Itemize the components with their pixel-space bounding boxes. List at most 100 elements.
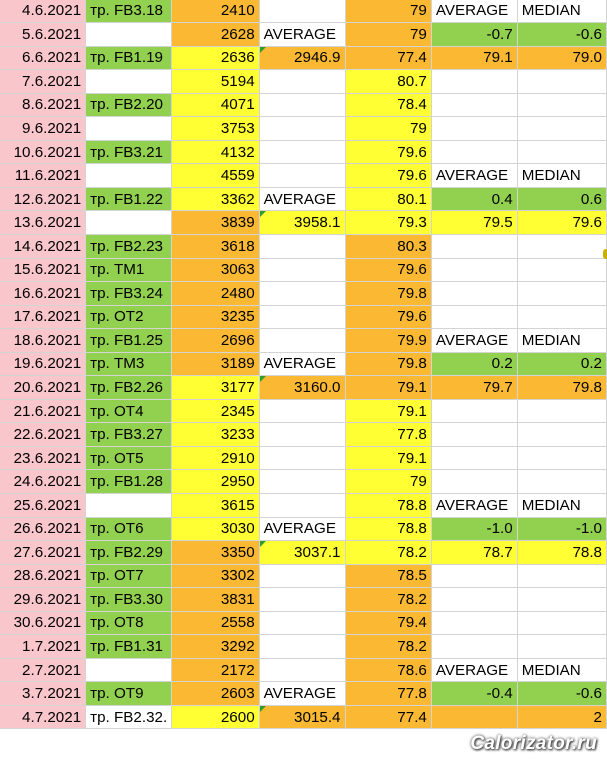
cell-workout[interactable]: тр. FB1.31 <box>85 634 173 659</box>
cell-date[interactable]: 28.6.2021 <box>0 564 87 589</box>
cell-workout[interactable]: тр. FB3.21 <box>85 140 173 165</box>
cell-calories-average[interactable] <box>259 281 346 306</box>
cell-weight-stat-1[interactable]: 79.1 <box>431 46 518 71</box>
cell-date[interactable]: 18.6.2021 <box>0 328 87 353</box>
cell-calories-average[interactable] <box>259 116 346 141</box>
cell-weight-stat-1[interactable] <box>431 69 518 94</box>
cell-calories[interactable]: 3063 <box>171 258 260 283</box>
cell-weight[interactable]: 78.2 <box>345 540 432 565</box>
cell-calories-average[interactable] <box>259 328 346 353</box>
cell-weight[interactable]: 79.1 <box>345 399 432 424</box>
cell-weight-stat-1[interactable]: 0.4 <box>431 187 518 212</box>
cell-weight[interactable]: 79.3 <box>345 210 432 235</box>
cell-weight[interactable]: 77.8 <box>345 681 432 706</box>
cell-workout[interactable] <box>85 493 173 518</box>
cell-weight-stat-1[interactable] <box>431 469 518 494</box>
cell-weight-stat-2[interactable] <box>517 469 607 494</box>
cell-weight[interactable]: 79.4 <box>345 611 432 636</box>
cell-workout[interactable]: тр. FB3.30 <box>85 587 173 612</box>
cell-weight-stat-1[interactable]: AVERAGE <box>431 493 518 518</box>
cell-weight[interactable]: 77.8 <box>345 422 432 447</box>
cell-calories[interactable]: 4559 <box>171 163 260 188</box>
cell-calories-average[interactable] <box>259 446 346 471</box>
cell-date[interactable]: 20.6.2021 <box>0 375 87 400</box>
cell-weight-stat-1[interactable]: 79.7 <box>431 375 518 400</box>
cell-calories[interactable]: 3189 <box>171 352 260 377</box>
cell-date[interactable]: 9.6.2021 <box>0 116 87 141</box>
cell-calories[interactable]: 2910 <box>171 446 260 471</box>
cell-calories-average[interactable]: 3958.1 <box>259 210 346 235</box>
cell-date[interactable]: 21.6.2021 <box>0 399 87 424</box>
cell-weight[interactable]: 79 <box>345 469 432 494</box>
cell-calories[interactable]: 2636 <box>171 46 260 71</box>
cell-weight-stat-2[interactable]: 79.0 <box>517 46 607 71</box>
cell-weight[interactable]: 79.6 <box>345 258 432 283</box>
cell-weight[interactable]: 80.7 <box>345 69 432 94</box>
cell-workout[interactable]: тр. FB1.19 <box>85 46 173 71</box>
cell-weight[interactable]: 78.2 <box>345 587 432 612</box>
cell-weight-stat-1[interactable] <box>431 305 518 330</box>
cell-weight[interactable]: 78.4 <box>345 93 432 118</box>
cell-weight[interactable]: 78.6 <box>345 658 432 683</box>
cell-date[interactable]: 3.7.2021 <box>0 681 87 706</box>
cell-weight-stat-1[interactable] <box>431 140 518 165</box>
cell-weight-stat-2[interactable]: MEDIAN <box>517 493 607 518</box>
cell-weight[interactable]: 79 <box>345 116 432 141</box>
cell-weight-stat-2[interactable] <box>517 93 607 118</box>
cell-date[interactable]: 24.6.2021 <box>0 469 87 494</box>
cell-calories[interactable]: 5194 <box>171 69 260 94</box>
cell-workout[interactable] <box>85 163 173 188</box>
cell-calories-average[interactable] <box>259 634 346 659</box>
cell-date[interactable]: 16.6.2021 <box>0 281 87 306</box>
cell-date[interactable]: 5.6.2021 <box>0 22 87 47</box>
cell-weight-stat-2[interactable] <box>517 422 607 447</box>
cell-weight-stat-2[interactable] <box>517 634 607 659</box>
cell-weight-stat-1[interactable] <box>431 258 518 283</box>
cell-calories[interactable]: 2480 <box>171 281 260 306</box>
cell-calories-average[interactable] <box>259 234 346 259</box>
cell-weight[interactable]: 78.2 <box>345 634 432 659</box>
cell-calories-average[interactable]: AVERAGE <box>259 187 346 212</box>
cell-weight-stat-2[interactable]: 79.6 <box>517 210 607 235</box>
cell-weight-stat-2[interactable] <box>517 140 607 165</box>
cell-calories-average[interactable]: AVERAGE <box>259 681 346 706</box>
cell-calories-average[interactable] <box>259 564 346 589</box>
cell-weight-stat-1[interactable] <box>431 116 518 141</box>
cell-calories[interactable]: 4071 <box>171 93 260 118</box>
cell-weight-stat-1[interactable] <box>431 705 518 730</box>
cell-calories-average[interactable]: AVERAGE <box>259 517 346 542</box>
cell-date[interactable]: 25.6.2021 <box>0 493 87 518</box>
cell-calories-average[interactable] <box>259 587 346 612</box>
cell-weight-stat-2[interactable]: 79.8 <box>517 375 607 400</box>
cell-weight[interactable]: 79.6 <box>345 163 432 188</box>
cell-weight-stat-1[interactable]: 78.7 <box>431 540 518 565</box>
cell-date[interactable]: 30.6.2021 <box>0 611 87 636</box>
cell-calories-average[interactable] <box>259 163 346 188</box>
cell-calories-average[interactable] <box>259 611 346 636</box>
cell-workout[interactable]: тр. FB1.25 <box>85 328 173 353</box>
cell-calories[interactable]: 3235 <box>171 305 260 330</box>
cell-weight-stat-2[interactable]: 78.8 <box>517 540 607 565</box>
cell-date[interactable]: 19.6.2021 <box>0 352 87 377</box>
cell-workout[interactable]: тр. FB2.23 <box>85 234 173 259</box>
cell-weight[interactable]: 78.8 <box>345 517 432 542</box>
cell-weight-stat-2[interactable]: 2 <box>517 705 607 730</box>
cell-weight-stat-1[interactable]: -1.0 <box>431 517 518 542</box>
cell-weight-stat-1[interactable]: -0.4 <box>431 681 518 706</box>
cell-weight[interactable]: 79.6 <box>345 305 432 330</box>
cell-calories[interactable]: 2603 <box>171 681 260 706</box>
cell-date[interactable]: 26.6.2021 <box>0 517 87 542</box>
cell-calories-average[interactable]: 3037.1 <box>259 540 346 565</box>
cell-weight-stat-2[interactable]: 0.2 <box>517 352 607 377</box>
cell-workout[interactable]: тр. FB3.27 <box>85 422 173 447</box>
cell-calories-average[interactable]: 3015.4 <box>259 705 346 730</box>
cell-weight-stat-2[interactable] <box>517 258 607 283</box>
cell-date[interactable]: 4.6.2021 <box>0 0 87 24</box>
cell-weight-stat-2[interactable]: -0.6 <box>517 681 607 706</box>
cell-weight-stat-2[interactable] <box>517 281 607 306</box>
cell-calories[interactable]: 3615 <box>171 493 260 518</box>
cell-calories[interactable]: 3753 <box>171 116 260 141</box>
cell-workout[interactable]: тр. OT5 <box>85 446 173 471</box>
cell-date[interactable]: 7.6.2021 <box>0 69 87 94</box>
cell-workout[interactable]: тр. OT9 <box>85 681 173 706</box>
